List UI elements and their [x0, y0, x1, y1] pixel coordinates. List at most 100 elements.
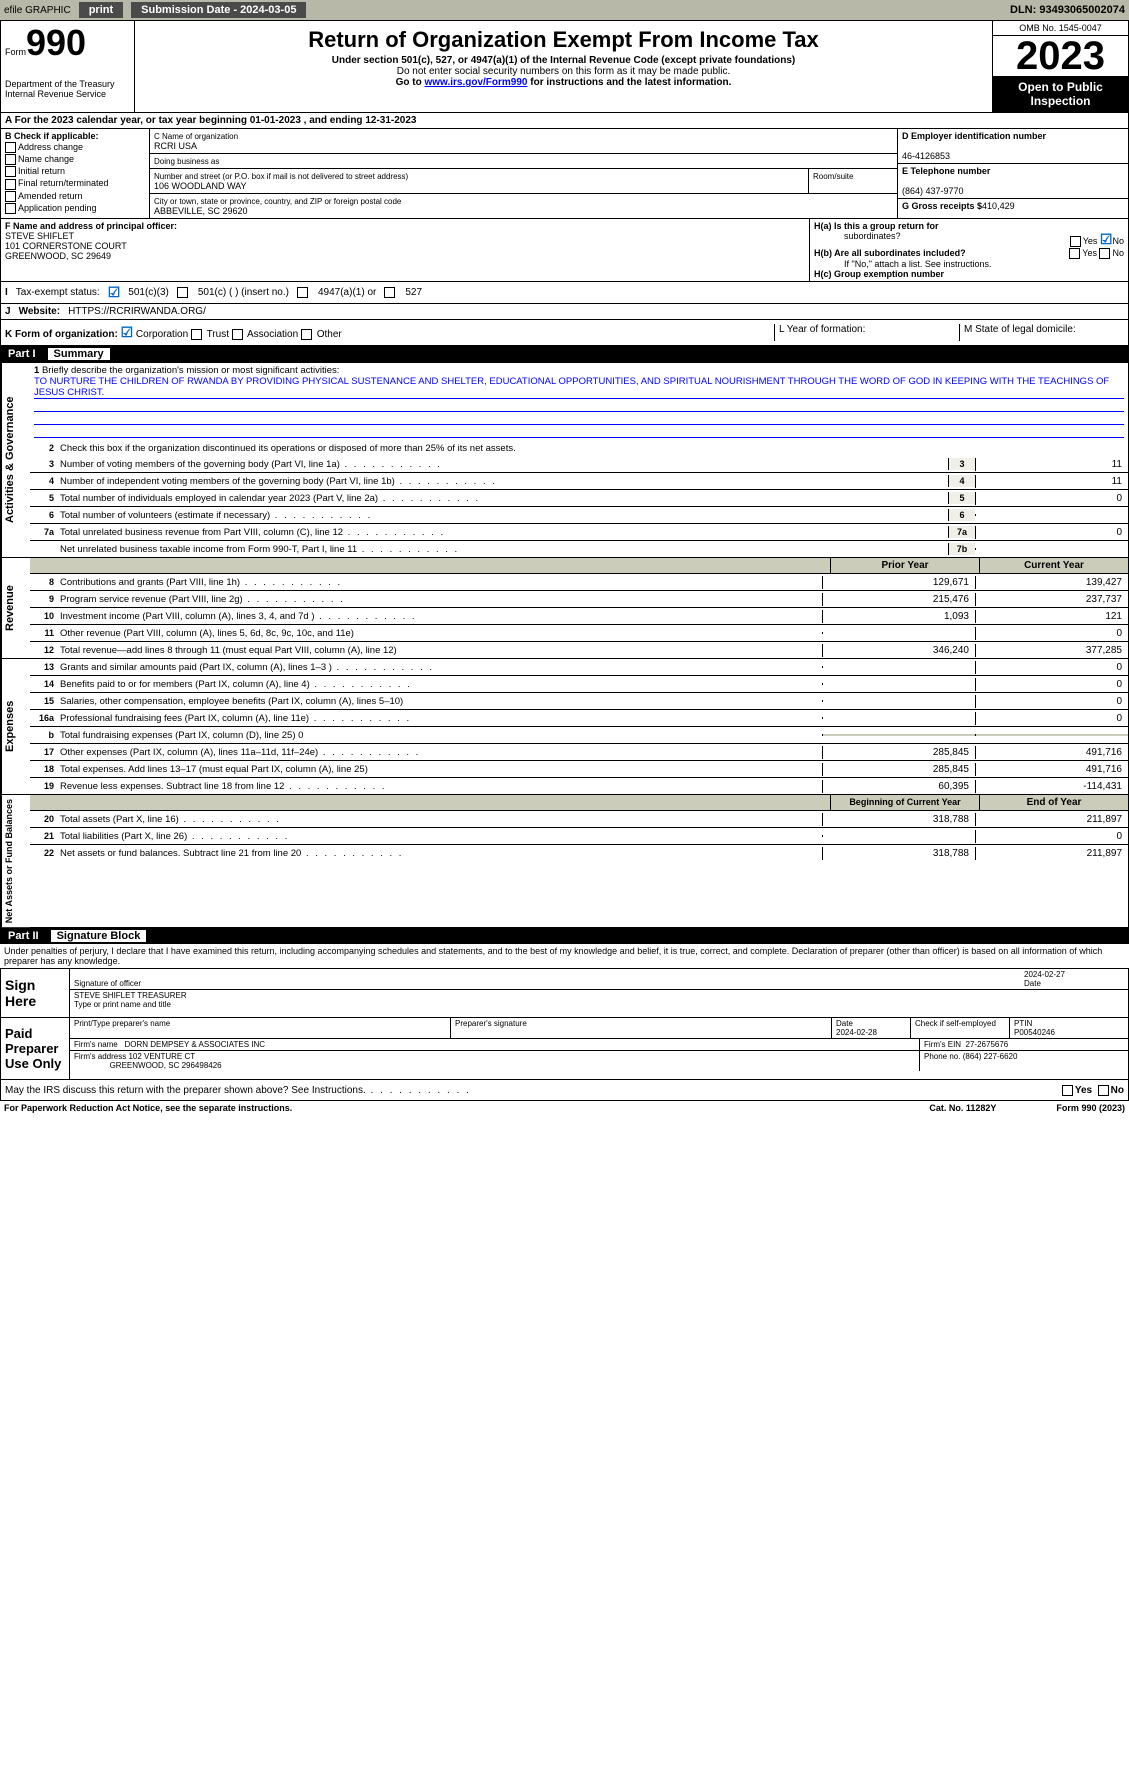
top-layout: B Check if applicable: Address change Na…: [0, 129, 1129, 219]
discuss-row: May the IRS discuss this return with the…: [0, 1080, 1129, 1101]
sign-here-label: Sign Here: [1, 969, 70, 1017]
side-revenue: Revenue: [1, 558, 30, 658]
line2: Check this box if the organization disco…: [56, 442, 1128, 455]
mission-text: TO NURTURE THE CHILDREN OF RWANDA BY PRO…: [34, 376, 1124, 399]
ptin-cell: PTINP00540246: [1010, 1018, 1128, 1039]
revenue-section: Revenue Prior YearCurrent Year 8Contribu…: [0, 558, 1129, 659]
chk-trust[interactable]: [191, 329, 202, 340]
curr-year-hdr: Current Year: [979, 558, 1128, 573]
irs-link[interactable]: www.irs.gov/Form990: [424, 77, 527, 88]
chk-527[interactable]: [384, 287, 395, 298]
col-c-org: C Name of organizationRCRI USA Doing bus…: [150, 129, 897, 218]
line9: Program service revenue (Part VIII, line…: [56, 593, 822, 606]
line6: Total number of volunteers (estimate if …: [56, 509, 948, 522]
prep-date: Date2024-02-28: [832, 1018, 911, 1039]
phone-cell: E Telephone number(864) 437-9770: [898, 164, 1128, 199]
street-cell: Number and street (or P.O. box if mail i…: [150, 169, 809, 194]
line15: Salaries, other compensation, employee b…: [56, 695, 822, 708]
chk-4947[interactable]: [297, 287, 308, 298]
line16a: Professional fundraising fees (Part IX, …: [56, 712, 822, 725]
chk-name[interactable]: Name change: [5, 154, 145, 165]
form-ref: Form 990 (2023): [1056, 1103, 1125, 1113]
officer-block: F Name and address of principal officer:…: [1, 219, 810, 281]
chk-application[interactable]: Application pending: [5, 203, 145, 214]
city-cell: City or town, state or province, country…: [150, 194, 897, 218]
chk-final[interactable]: Final return/terminated: [5, 178, 145, 189]
firm-ein: Firm's EIN 27-2675676: [920, 1039, 1128, 1051]
dba-cell: Doing business as: [150, 154, 897, 169]
line7a: Total unrelated business revenue from Pa…: [56, 526, 948, 539]
header-title-block: Return of Organization Exempt From Incom…: [135, 21, 992, 112]
activities-governance: Activities & Governance 1 Briefly descri…: [0, 362, 1129, 558]
line12: Total revenue—add lines 8 through 11 (mu…: [56, 644, 822, 657]
row-i-tax-status: ITax-exempt status: ☑501(c)(3) 501(c) ( …: [0, 282, 1129, 304]
dln: DLN: 93493065002074: [1010, 4, 1125, 16]
hb-yes[interactable]: [1069, 248, 1080, 259]
prep-selfemp: Check if self-employed: [911, 1018, 1010, 1039]
chk-amended[interactable]: Amended return: [5, 191, 145, 202]
h-b2: If "No," attach a list. See instructions…: [844, 259, 1124, 269]
chk-assoc[interactable]: [232, 329, 243, 340]
cat-no: Cat. No. 11282Y: [929, 1103, 996, 1113]
line4: Number of independent voting members of …: [56, 475, 948, 488]
irs-label: Internal Revenue Service: [5, 89, 130, 99]
topbar: efile GRAPHIC print Submission Date - 20…: [0, 0, 1129, 20]
org-name-cell: C Name of organizationRCRI USA: [150, 129, 897, 154]
col-b-checkboxes: B Check if applicable: Address change Na…: [1, 129, 150, 218]
print-button[interactable]: print: [79, 2, 123, 18]
line8: Contributions and grants (Part VIII, lin…: [56, 576, 822, 589]
efile-label: efile GRAPHIC: [4, 5, 71, 16]
row-a-taxyear: A For the 2023 calendar year, or tax yea…: [0, 113, 1129, 129]
officer-name: STEVE SHIFLET TREASURERType or print nam…: [70, 990, 1128, 1010]
line21: Total liabilities (Part X, line 26): [56, 830, 822, 843]
year-box: OMB No. 1545-0047 2023 Open to Public In…: [992, 21, 1128, 112]
line17: Other expenses (Part IX, column (A), lin…: [56, 746, 822, 759]
prior-year-hdr: Prior Year: [830, 558, 979, 573]
netassets-section: Net Assets or Fund Balances Beginning of…: [0, 795, 1129, 928]
m-state: M State of legal domicile:: [959, 324, 1124, 341]
form-title: Return of Organization Exempt From Incom…: [139, 27, 988, 53]
line13: Grants and similar amounts paid (Part IX…: [56, 661, 822, 674]
chk-other[interactable]: [301, 329, 312, 340]
checkmark-icon: ☑: [121, 324, 134, 340]
chk-initial[interactable]: Initial return: [5, 166, 145, 177]
room-cell: Room/suite: [809, 169, 897, 194]
line22: Net assets or fund balances. Subtract li…: [56, 847, 822, 860]
paid-preparer-label: Paid Preparer Use Only: [1, 1018, 70, 1079]
h-block: H(a) Is this a group return for subordin…: [810, 219, 1128, 281]
line1-mission: 1 Briefly describe the organization's mi…: [30, 363, 1128, 440]
line19: Revenue less expenses. Subtract line 18 …: [56, 780, 822, 793]
part1-header: Part ISummary: [0, 346, 1129, 362]
chk-address[interactable]: Address change: [5, 142, 145, 153]
side-netassets: Net Assets or Fund Balances: [1, 795, 30, 927]
instructions-link: Go to www.irs.gov/Form990 for instructio…: [139, 77, 988, 88]
row-k-l-m: K Form of organization: ☑ Corporation Tr…: [0, 320, 1129, 346]
line18: Total expenses. Add lines 13–17 (must eq…: [56, 763, 822, 776]
prep-name: Print/Type preparer's name: [70, 1018, 451, 1039]
line10: Investment income (Part VIII, column (A)…: [56, 610, 822, 623]
discuss-no[interactable]: [1098, 1085, 1109, 1096]
l-year-formation: L Year of formation:: [774, 324, 959, 341]
penalty-text: Under penalties of perjury, I declare th…: [0, 944, 1129, 969]
checkmark-icon: ☑: [1100, 231, 1113, 247]
line20: Total assets (Part X, line 16): [56, 813, 822, 826]
line14: Benefits paid to or for members (Part IX…: [56, 678, 822, 691]
firm-name: Firm's name DORN DEMPSEY & ASSOCIATES IN…: [70, 1039, 920, 1051]
firm-phone: Phone no. (864) 227-6620: [920, 1051, 1128, 1071]
h-b: H(b) Are all subordinates included?: [814, 248, 966, 259]
signature-block: Sign Here Signature of officer2024-02-27…: [0, 969, 1129, 1080]
tax-year: 2023: [993, 36, 1128, 76]
gross-cell: G Gross receipts $410,429: [898, 199, 1128, 213]
row-f-h: F Name and address of principal officer:…: [0, 219, 1129, 282]
h-a: H(a) Is this a group return for: [814, 221, 1124, 231]
subtitle-1: Under section 501(c), 527, or 4947(a)(1)…: [139, 55, 988, 66]
part2-header: Part IISignature Block: [0, 928, 1129, 944]
chk-501c[interactable]: [177, 287, 188, 298]
row-j-website: JWebsite:HTTPS://RCRIRWANDA.ORG/: [0, 304, 1129, 320]
public-inspection: Open to Public Inspection: [993, 76, 1128, 112]
hb-no[interactable]: [1099, 248, 1110, 259]
line7b: Net unrelated business taxable income fr…: [56, 543, 948, 556]
ha-yes[interactable]: [1070, 236, 1081, 247]
page-footer: For Paperwork Reduction Act Notice, see …: [0, 1101, 1129, 1115]
discuss-yes[interactable]: [1062, 1085, 1073, 1096]
